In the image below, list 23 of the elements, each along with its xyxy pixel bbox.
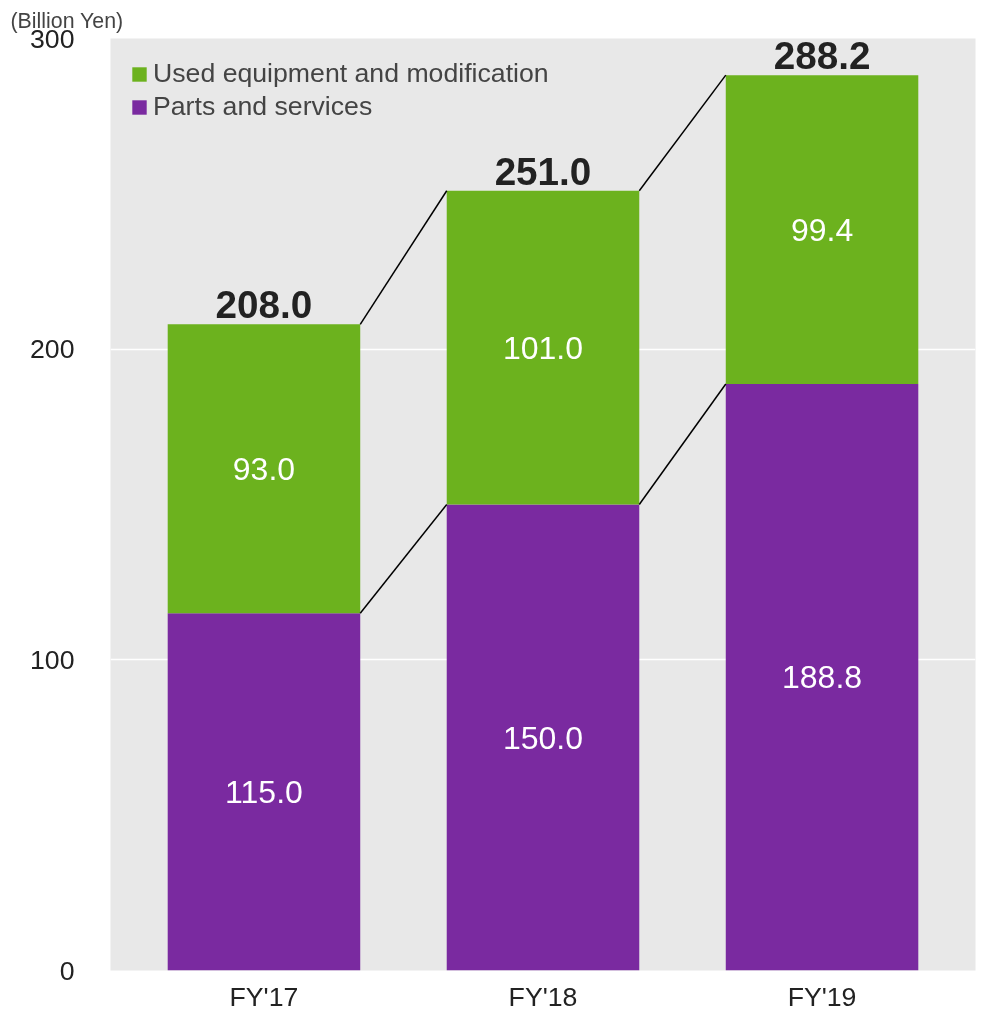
bar xyxy=(446,504,640,971)
data-label: 101.0 xyxy=(502,329,584,366)
x-tick-label: FY'19 xyxy=(787,981,857,1012)
bar xyxy=(725,383,919,971)
x-tick-label: FY'17 xyxy=(229,981,299,1012)
bar xyxy=(725,75,919,384)
data-label: 188.8 xyxy=(781,659,863,696)
data-label: 93.0 xyxy=(232,450,296,487)
total-label: 288.2 xyxy=(773,34,871,78)
data-label: 150.0 xyxy=(502,719,584,756)
legend-label: Parts and services xyxy=(153,91,373,122)
total-label: 208.0 xyxy=(215,283,313,327)
data-label: 99.4 xyxy=(790,211,854,248)
bar xyxy=(446,190,640,505)
x-tick-label: FY'18 xyxy=(508,981,578,1012)
y-tick-label: 100 xyxy=(30,644,75,675)
y-tick-label: 0 xyxy=(59,955,75,986)
bar xyxy=(167,324,361,614)
legend-label: Used equipment and modification xyxy=(153,58,549,89)
total-label: 251.0 xyxy=(494,149,592,193)
bar xyxy=(167,613,361,971)
y-tick-label: 200 xyxy=(30,334,75,365)
data-label: 115.0 xyxy=(225,773,303,810)
